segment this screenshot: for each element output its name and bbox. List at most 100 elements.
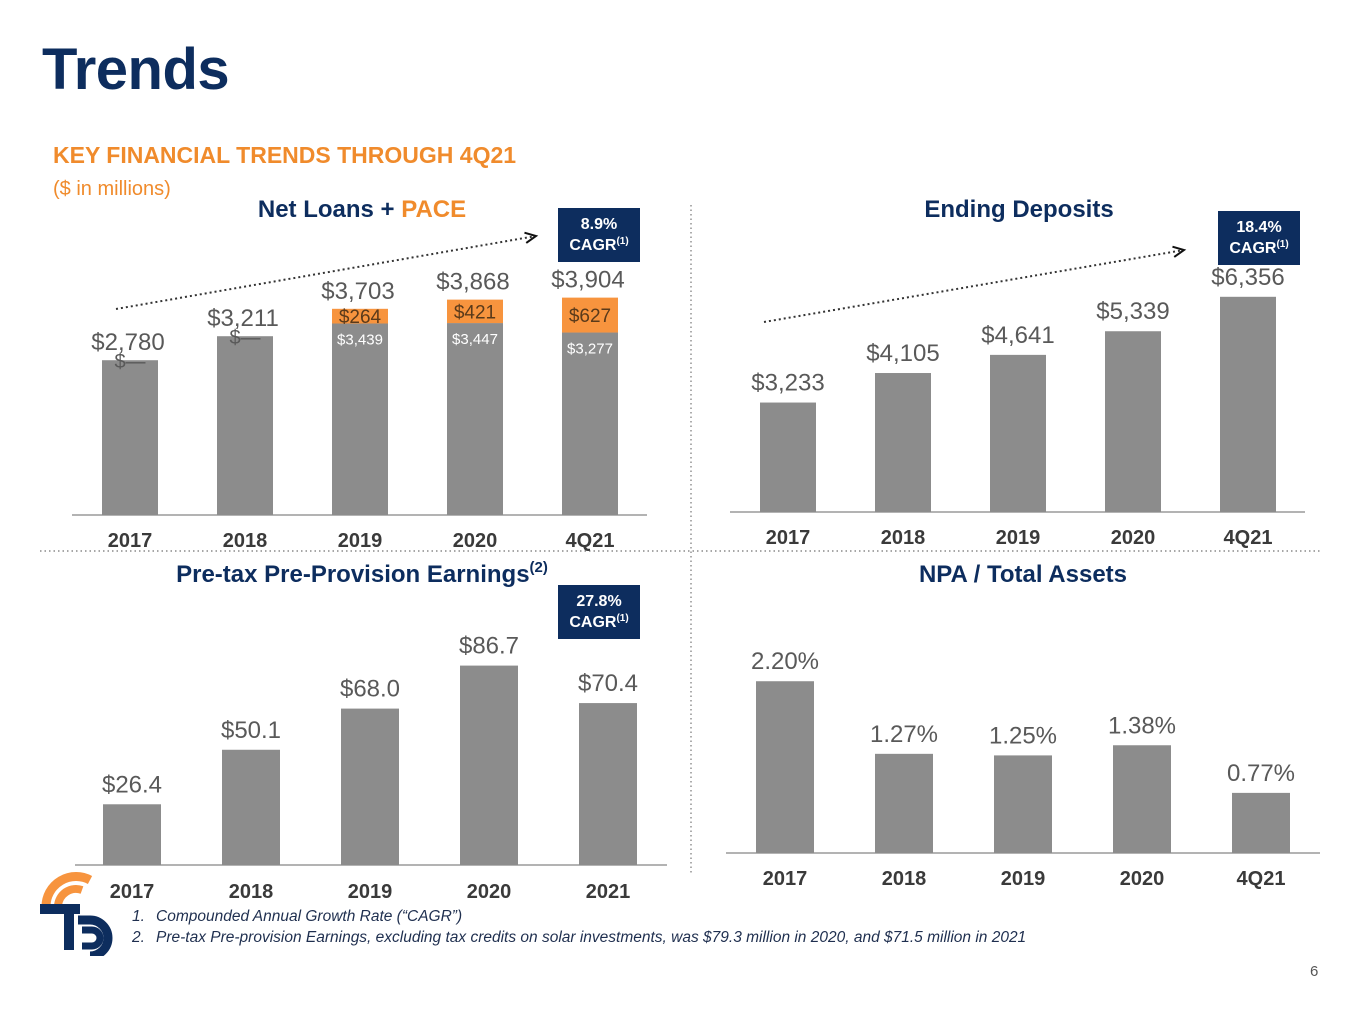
cagr-footnote-ref: (1): [616, 613, 628, 624]
units-note: ($ in millions): [53, 178, 171, 200]
category-label: 2017: [766, 527, 811, 549]
pace-zero-label: $—: [114, 351, 145, 373]
panel-dividers: [40, 205, 1322, 875]
category-label: 2017: [110, 881, 155, 903]
value-label: $70.4: [578, 670, 638, 697]
chart-title-footnote-ref: (2): [530, 559, 548, 576]
cagr-value: 8.9%: [581, 216, 617, 233]
chart-deposits: Ending Deposits $3,233 2017 $4,105 2018 $4,64…: [730, 196, 1305, 549]
bar-pppe-2021: [579, 703, 637, 865]
category-label: 2019: [348, 881, 393, 903]
total-label: $3,904: [551, 267, 624, 294]
page-number: 6: [1310, 963, 1319, 980]
footnotes: 1. Compounded Annual Growth Rate (“CAGR”)…: [132, 906, 1026, 948]
footnote-2: 2. Pre-tax Pre-provision Earnings, exclud…: [132, 929, 1027, 946]
category-label: 2020: [453, 530, 498, 552]
category-label: 2020: [1111, 527, 1156, 549]
value-label: $5,339: [1096, 298, 1169, 325]
bar-pace-4Q21: [562, 297, 618, 333]
category-label: 2018: [881, 527, 926, 549]
cagr-label: CAGR(1): [569, 236, 628, 254]
category-label: 4Q21: [1237, 868, 1286, 890]
bar-deposits-2019: [990, 354, 1046, 512]
total-label: $3,868: [436, 269, 509, 296]
trend-arrow-line: [115, 235, 537, 310]
value-label: $4,641: [981, 322, 1054, 349]
value-label: 0.77%: [1227, 760, 1295, 787]
category-label: 2019: [1001, 868, 1046, 890]
chart-title-text: NPA / Total Assets: [919, 561, 1127, 588]
trend-arrow-head: [524, 231, 539, 244]
value-label: 1.38%: [1108, 712, 1176, 739]
cagr-footnote-ref: (1): [1276, 239, 1288, 250]
category-label: 2021: [586, 881, 631, 903]
cagr-text: CAGR: [569, 237, 617, 254]
value-label: 1.27%: [870, 721, 938, 748]
chart-title-highlight: PACE: [401, 196, 466, 223]
section-subtitle: KEY FINANCIAL TRENDS THROUGH 4Q21: [53, 142, 517, 168]
page-title: Trends: [42, 37, 230, 102]
chart-loans: Net Loans + PACE$2,780$—2017$3,211$—2018…: [72, 196, 647, 552]
category-label: 2017: [763, 868, 808, 890]
bar-npa-4Q21: [1232, 792, 1290, 853]
bar-pppe-2017: [103, 804, 161, 865]
total-label: $3,703: [321, 278, 394, 305]
company-logo: [38, 872, 120, 961]
pace-value-label: $627: [569, 306, 611, 327]
chart-pppe: Pre-tax Pre-Provision Earnings(2) $26.4 20…: [75, 559, 667, 903]
chart-title-deposits: Ending Deposits: [924, 196, 1113, 223]
category-label: 2018: [882, 868, 927, 890]
footnote-1: 1. Compounded Annual Growth Rate (“CAGR”): [132, 908, 463, 925]
value-label: $6,356: [1211, 264, 1284, 291]
category-label: 2017: [108, 530, 153, 552]
category-label: 2020: [1120, 868, 1165, 890]
cagr-value: 27.8%: [576, 593, 621, 610]
pace-value-label: $421: [454, 302, 496, 323]
cagr-text: CAGR: [1229, 240, 1277, 257]
trend-arrow-line: [763, 249, 1185, 323]
loan-value-label: $3,277: [567, 341, 613, 358]
loan-value-label: $3,439: [337, 332, 383, 349]
bar-loans-2017: [102, 360, 158, 515]
bar-pace-2019: [332, 308, 388, 324]
chart-title-text: Ending Deposits: [924, 196, 1113, 223]
chart-title-text: Pre-tax Pre-Provision Earnings: [176, 561, 529, 588]
chart-title-npa: NPA / Total Assets: [919, 561, 1127, 588]
chart-title-loans: Net Loans + PACE: [258, 196, 466, 223]
bar-deposits-2020: [1105, 331, 1161, 512]
cagr-badge: [1218, 211, 1300, 265]
trend-arrow-head: [1172, 245, 1187, 258]
bar-npa-2020: [1113, 745, 1171, 853]
pace-value-label: $264: [339, 307, 382, 328]
cagr-badge: [558, 208, 640, 262]
bar-loans-2019: [332, 323, 388, 515]
cagr-label: CAGR(1): [1229, 239, 1288, 257]
pace-zero-label: $—: [229, 327, 260, 349]
chart-npa: NPA / Total Assets 2.20% 2017 1.27% 2018 1.25…: [726, 561, 1320, 890]
value-label: $26.4: [102, 771, 162, 798]
bar-pppe-2019: [341, 708, 399, 865]
loan-value-label: $3,447: [452, 331, 498, 348]
value-label: $86.7: [459, 633, 519, 660]
category-label: 2020: [467, 881, 512, 903]
bar-loans-2020: [447, 323, 503, 515]
cagr-text: CAGR: [569, 614, 617, 631]
bar-deposits-4Q21: [1220, 296, 1276, 512]
value-label: $3,233: [751, 370, 824, 397]
bar-loans-2018: [217, 336, 273, 515]
value-label: $4,105: [866, 340, 939, 367]
category-label: 2018: [223, 530, 268, 552]
bar-npa-2017: [756, 681, 814, 853]
category-label: 2018: [229, 881, 274, 903]
category-label: 4Q21: [566, 530, 615, 552]
value-label: 2.20%: [751, 648, 819, 675]
bar-pace-2020: [447, 299, 503, 324]
category-label: 2019: [996, 527, 1041, 549]
value-label: 1.25%: [989, 722, 1057, 749]
value-label: $68.0: [340, 676, 400, 703]
bar-deposits-2017: [760, 402, 816, 512]
chart-title-text: Net Loans +: [258, 196, 401, 223]
bar-npa-2018: [875, 753, 933, 853]
bar-deposits-2018: [875, 373, 931, 512]
